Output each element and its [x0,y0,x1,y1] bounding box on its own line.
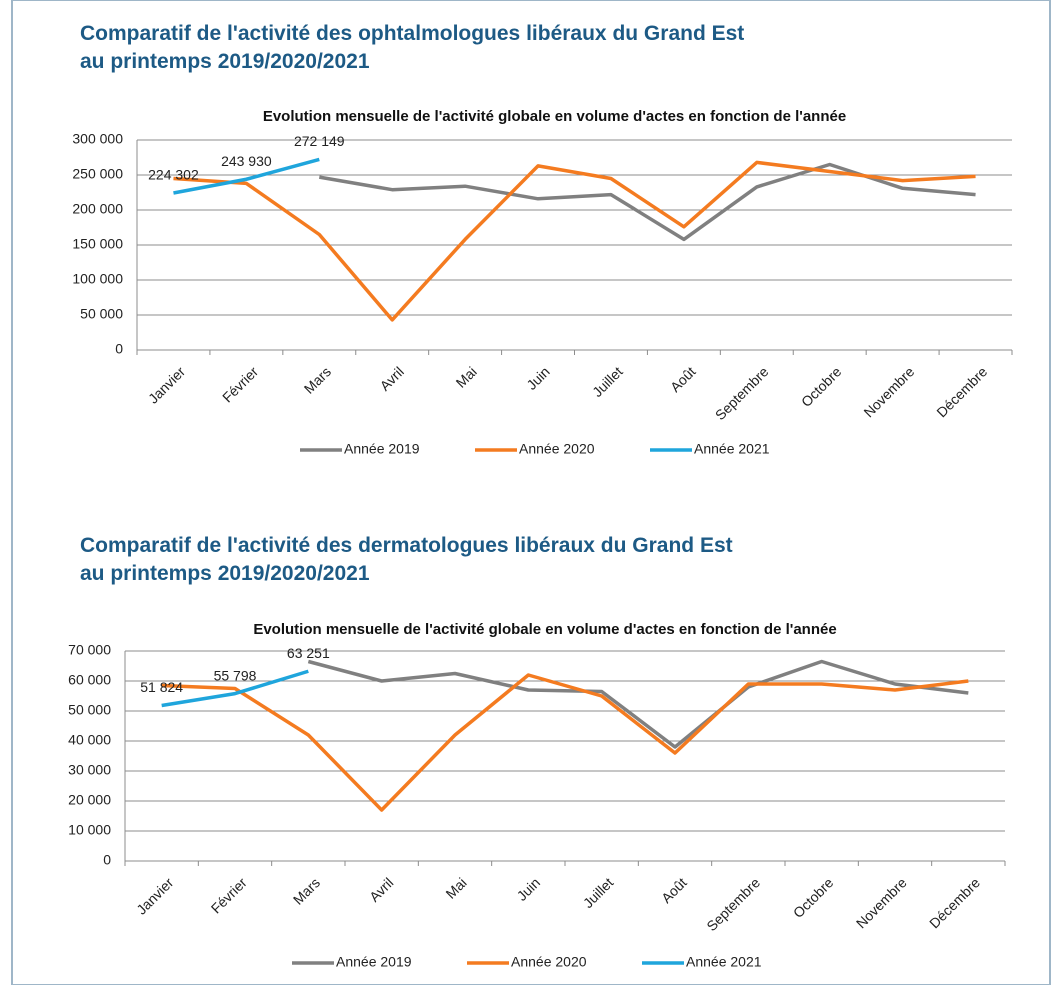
y-tick-label: 20 000 [68,792,111,808]
x-tick-label: Janvier [133,874,176,917]
chart-title: Evolution mensuelle de l'activité global… [263,108,846,125]
y-tick-label: 0 [115,341,123,357]
legend-label: Année 2019 [344,441,420,457]
y-tick-label: 10 000 [68,822,111,838]
y-tick-label: 50 000 [80,306,123,322]
x-tick-label: Avril [377,363,407,393]
x-tick-label: Novembre [860,363,917,420]
data-label: 272 149 [294,133,345,149]
y-tick-label: 250 000 [72,166,123,182]
x-tick-label: Mars [301,363,334,396]
legend-label: Année 2021 [694,441,770,457]
x-tick-label: Juillet [589,363,626,400]
x-tick-label: Décembre [933,363,990,420]
y-tick-label: 50 000 [68,702,111,718]
x-tick-label: Juin [514,874,543,903]
x-tick-label: Septembre [712,363,772,423]
heading: au printemps 2019/2020/2021 [80,50,370,73]
y-tick-label: 60 000 [68,672,111,688]
x-tick-label: Octobre [790,874,837,921]
legend-label: Année 2020 [511,954,587,970]
x-tick-label: Janvier [145,363,188,406]
series-line [161,669,309,708]
x-tick-label: Novembre [853,874,910,931]
x-tick-label: Octobre [798,363,845,410]
legend-label: Année 2020 [519,441,595,457]
y-tick-label: 150 000 [72,236,123,252]
series-line [173,160,976,322]
data-label: 51 824 [140,679,183,695]
x-tick-label: Juin [523,363,552,392]
series-line [161,673,969,812]
legend-label: Année 2019 [336,954,412,970]
x-tick-label: Juillet [580,874,617,911]
x-tick-label: Août [658,874,690,906]
frame [11,0,1051,986]
y-tick-label: 70 000 [68,642,111,658]
x-tick-label: Avril [366,874,396,904]
heading: Comparatif de l'activité des dermatologu… [80,534,733,557]
y-tick-label: 0 [103,852,111,868]
y-tick-label: 200 000 [72,201,123,217]
x-tick-label: Décembre [926,874,983,931]
x-tick-label: Mai [453,363,480,390]
y-tick-label: 100 000 [72,271,123,287]
x-tick-label: Août [667,363,699,395]
y-tick-label: 40 000 [68,732,111,748]
series-line [173,157,320,195]
series-line [307,659,969,749]
heading: au printemps 2019/2020/2021 [80,562,370,585]
x-tick-label: Mai [442,874,469,901]
chart-title: Evolution mensuelle de l'activité global… [253,621,836,638]
y-tick-label: 30 000 [68,762,111,778]
x-tick-label: Février [208,874,250,916]
data-label: 243 930 [221,153,272,169]
x-tick-label: Septembre [703,874,763,934]
x-tick-label: Février [219,363,261,405]
heading: Comparatif de l'activité des ophtalmolog… [80,22,744,45]
y-tick-label: 300 000 [72,131,123,147]
legend-label: Année 2021 [686,954,762,970]
data-label: 224 302 [148,167,199,183]
data-label: 63 251 [287,645,330,661]
data-label: 55 798 [214,667,257,683]
x-tick-label: Mars [290,874,323,907]
